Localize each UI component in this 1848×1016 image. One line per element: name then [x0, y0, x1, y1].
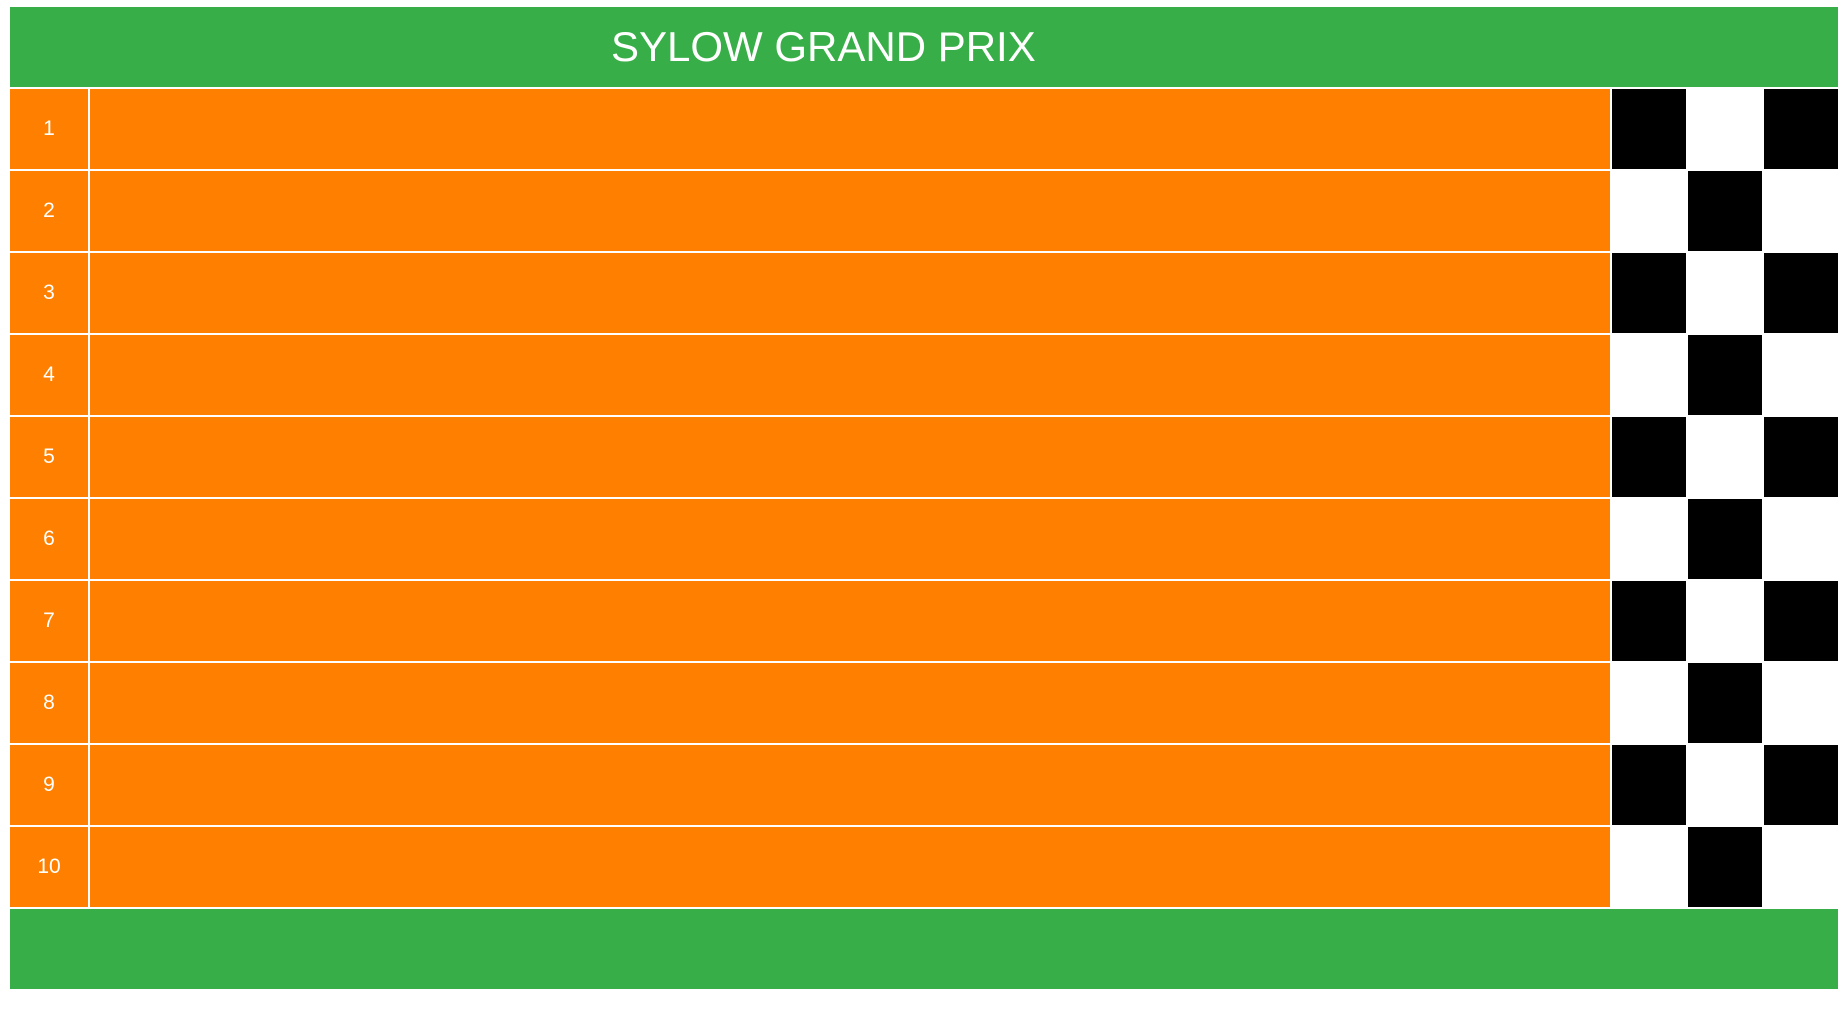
lane-number: 9	[8, 743, 90, 827]
checkered-flag-square	[1685, 661, 1764, 745]
lane-number: 1	[8, 87, 90, 171]
checkered-flag-square	[1761, 169, 1841, 253]
lane-row: 9	[8, 743, 1841, 827]
lane-row: 10	[8, 825, 1841, 909]
lane-number: 8	[8, 661, 90, 745]
checkered-flag-square	[1609, 661, 1688, 745]
checkered-flag-square	[1685, 579, 1764, 663]
checkered-flag-square	[1685, 415, 1764, 499]
lane-track[interactable]	[88, 169, 1612, 253]
lane-number: 2	[8, 169, 90, 253]
checkered-flag-square	[1685, 333, 1764, 417]
lane-row: 2	[8, 169, 1841, 253]
race-board: SYLOW GRAND PRIX 1 2 3 4	[8, 7, 1841, 991]
checkered-flag-square	[1609, 743, 1688, 827]
lane-row: 8	[8, 661, 1841, 745]
lane-number: 7	[8, 579, 90, 663]
lane-number: 3	[8, 251, 90, 335]
checkered-flag-square	[1685, 87, 1764, 171]
race-title: SYLOW GRAND PRIX	[8, 7, 1840, 89]
lane-row: 7	[8, 579, 1841, 663]
lane-number: 6	[8, 497, 90, 581]
checkered-flag-square	[1609, 579, 1688, 663]
lane-track[interactable]	[88, 87, 1612, 171]
lane-row: 5	[8, 415, 1841, 499]
lane-number: 10	[8, 825, 90, 909]
checkered-flag-square	[1761, 825, 1841, 909]
lane-row: 3	[8, 251, 1841, 335]
checkered-flag-square	[1609, 169, 1688, 253]
lane-track[interactable]	[88, 251, 1612, 335]
checkered-flag-square	[1761, 497, 1841, 581]
checkered-flag-square	[1685, 251, 1764, 335]
checkered-flag-square	[1609, 251, 1688, 335]
checkered-flag-square	[1761, 661, 1841, 745]
lane-track[interactable]	[88, 497, 1612, 581]
checkered-flag-square	[1609, 497, 1688, 581]
title-row: SYLOW GRAND PRIX	[8, 7, 1840, 89]
footer-row	[8, 907, 1840, 991]
checkered-flag-square	[1685, 743, 1764, 827]
lane-number: 5	[8, 415, 90, 499]
footer-bar	[8, 907, 1840, 991]
checkered-flag-square	[1609, 87, 1688, 171]
lane-row: 6	[8, 497, 1841, 581]
lane-track[interactable]	[88, 825, 1612, 909]
checkered-flag-square	[1761, 579, 1841, 663]
checkered-flag-square	[1609, 333, 1688, 417]
checkered-flag-square	[1685, 825, 1764, 909]
lane-row: 1	[8, 87, 1841, 171]
lane-track[interactable]	[88, 333, 1612, 417]
checkered-flag-square	[1685, 497, 1764, 581]
checkered-flag-square	[1609, 825, 1688, 909]
lane-track[interactable]	[88, 661, 1612, 745]
lane-track[interactable]	[88, 415, 1612, 499]
checkered-flag-square	[1685, 169, 1764, 253]
checkered-flag-square	[1761, 415, 1841, 499]
checkered-flag-square	[1761, 333, 1841, 417]
checkered-flag-square	[1761, 87, 1841, 171]
lane-row: 4	[8, 333, 1841, 417]
lane-track[interactable]	[88, 743, 1612, 827]
lane-track[interactable]	[88, 579, 1612, 663]
checkered-flag-square	[1609, 415, 1688, 499]
checkered-flag-square	[1761, 743, 1841, 827]
lane-number: 4	[8, 333, 90, 417]
checkered-flag-square	[1761, 251, 1841, 335]
